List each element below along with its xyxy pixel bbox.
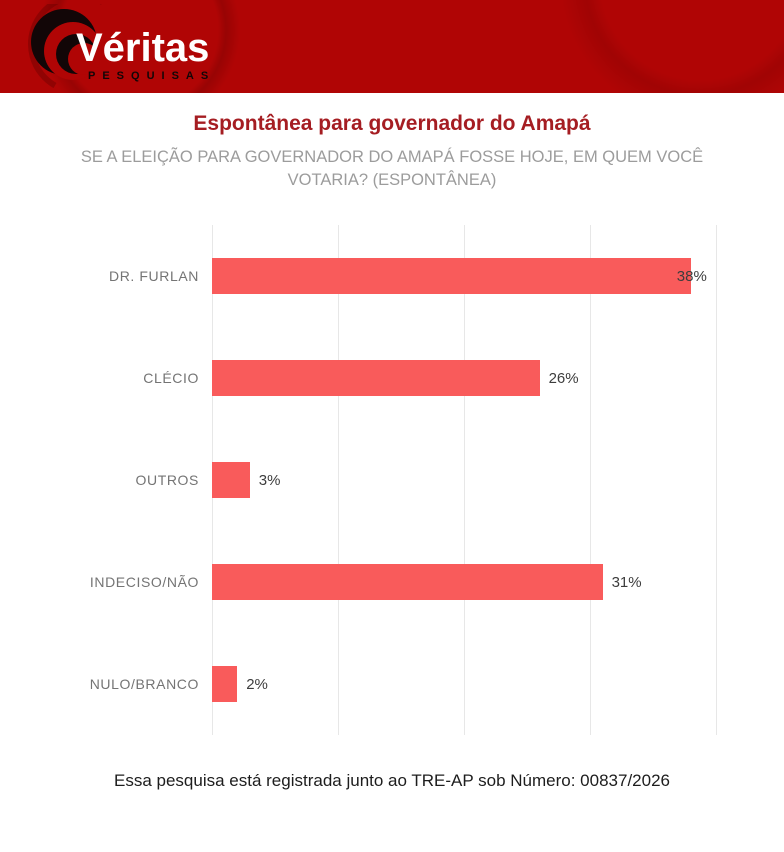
gridline-10	[338, 225, 339, 735]
gridline-30	[590, 225, 591, 735]
brand-header: Véritas PESQUISAS	[0, 0, 784, 93]
gridline-20	[464, 225, 465, 735]
bar-value-label: 38%	[676, 267, 707, 285]
bar	[212, 564, 603, 600]
bar-value-label: 31%	[611, 573, 642, 591]
bar-value-label: 26%	[548, 369, 579, 387]
brand-tagline: PESQUISAS	[88, 70, 216, 82]
veritas-logo: Véritas PESQUISAS	[24, 4, 224, 90]
veritas-crescents-icon	[27, 4, 130, 90]
bar-row: INDECISO/NÃO 31%	[90, 531, 716, 633]
bar	[212, 360, 540, 396]
bar-value-label: 2%	[246, 675, 268, 693]
bar-row: OUTROS 3%	[136, 429, 716, 531]
category-label: CLÉCIO	[143, 370, 199, 386]
bar-rows: DR. FURLAN 38% CLÉCIO 26% OUTROS 3% INDECISO/N…	[90, 225, 716, 735]
registration-note: Essa pesquisa está registrada junto ao T…	[114, 771, 670, 790]
bar-row: NULO/BRANCO 2%	[90, 633, 716, 735]
category-label: DR. FURLAN	[108, 268, 199, 284]
brand-name: Véritas	[76, 26, 210, 70]
category-label: NULO/BRANCO	[89, 676, 199, 692]
bar-value-label: 3%	[258, 471, 281, 489]
bar	[212, 258, 691, 294]
bar-row: DR. FURLAN 38%	[109, 225, 716, 327]
page-subtitle: SE A ELEIÇÃO PARA GOVERNADOR DO AMAPÁ FO…	[80, 148, 704, 189]
page-title: Espontânea para governador do Amapá	[193, 112, 591, 135]
bar-row: CLÉCIO 26%	[143, 327, 716, 429]
category-label: OUTROS	[135, 472, 199, 488]
bar	[212, 462, 250, 498]
category-label: INDECISO/NÃO	[89, 574, 199, 590]
bar	[212, 666, 238, 702]
gridline-40	[716, 225, 717, 735]
bar-chart: DR. FURLAN 38% CLÉCIO 26% OUTROS 3% INDECISO/N…	[90, 225, 717, 735]
